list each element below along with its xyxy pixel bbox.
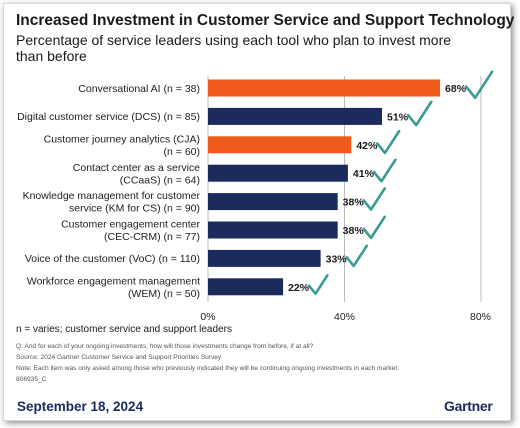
check-icon (464, 70, 494, 100)
check-icon (406, 100, 433, 127)
category-label: Workforce engagement management (WEM) (n … (27, 275, 200, 300)
check-icon (345, 244, 369, 268)
bar (208, 164, 348, 182)
survey-question: Q: And for each of your ongoing investme… (16, 343, 314, 350)
sample-note: n = varies; customer service and support… (16, 324, 232, 335)
x-tick-label: 0% (200, 311, 215, 323)
chart-frame (3, 3, 511, 421)
value-label: 68% (445, 83, 467, 95)
bar (208, 193, 338, 211)
x-tick-label: 40% (334, 311, 355, 323)
chart-subtitle: Percentage of service leaders using each… (16, 32, 452, 64)
category-label: Voice of the customer (VoC) (n = 110) (25, 253, 200, 265)
bar (208, 278, 284, 296)
bar (208, 221, 338, 239)
methodology-note: Note: Each item was only asked among tho… (16, 365, 400, 372)
bar (208, 107, 383, 125)
value-label: 38% (343, 225, 365, 237)
bar (208, 79, 441, 97)
value-label: 38% (343, 197, 365, 209)
category-label: Customer engagement center (CEC-CRM) (n =… (61, 219, 200, 244)
check-icon (307, 274, 329, 295)
bar (208, 136, 352, 154)
value-label: 22% (288, 282, 310, 294)
category-label: Conversational AI (n = 38) (78, 83, 200, 95)
figure-id: 806935_C (16, 376, 47, 383)
publication-date: September 18, 2024 (17, 399, 144, 414)
chart-title: Increased Investment in Customer Service… (16, 12, 515, 29)
gartner-logo: Gartner (444, 398, 493, 414)
check-icon (376, 129, 401, 155)
category-label: Customer journey analytics (CJA) (n = 60) (44, 133, 200, 158)
value-label: 41% (353, 168, 375, 180)
value-label: 51% (387, 111, 409, 123)
check-icon (362, 187, 387, 211)
category-label: Knowledge management for customer service… (23, 190, 201, 215)
check-icon (372, 158, 397, 183)
value-label: 42% (356, 140, 378, 152)
category-label: Contact center as a service (CCaaS) (n = … (73, 162, 200, 187)
check-icon (362, 215, 387, 240)
x-tick-label: 80% (470, 311, 491, 323)
bar (208, 249, 321, 267)
value-label: 33% (326, 253, 348, 265)
source-note: Source: 2024 Gartner Customer Service an… (16, 354, 222, 361)
category-label: Digital customer service (DCS) (n = 85) (17, 111, 200, 123)
